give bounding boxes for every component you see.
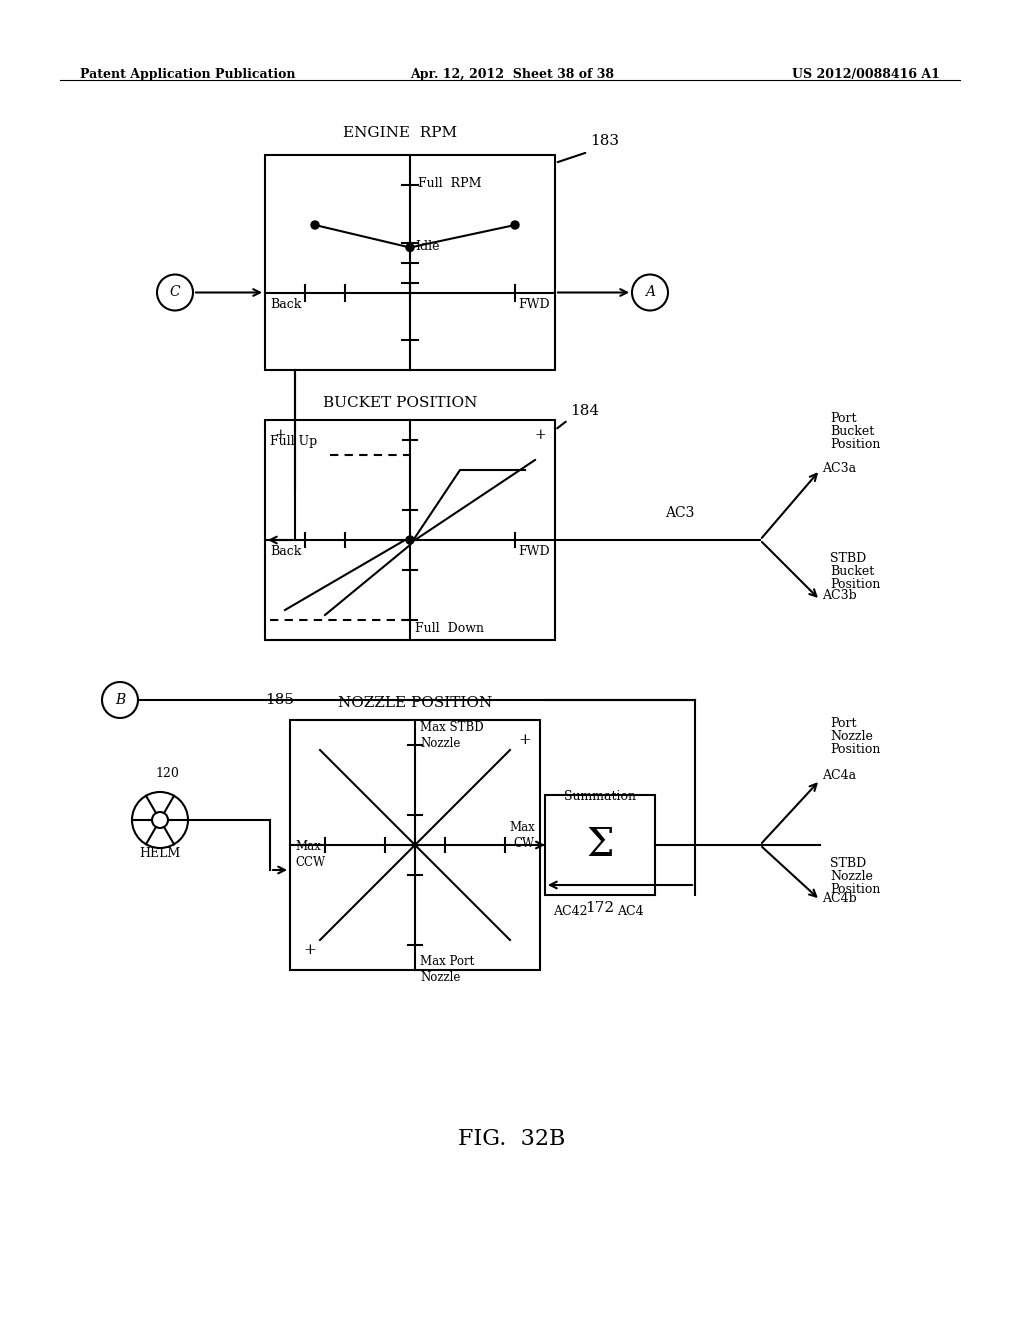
Text: Nozzle: Nozzle <box>830 870 872 883</box>
Text: A: A <box>645 285 655 300</box>
Text: AC3a: AC3a <box>822 462 856 475</box>
Text: FIG.  32B: FIG. 32B <box>459 1129 565 1150</box>
Text: Idle: Idle <box>415 239 439 252</box>
Text: 184: 184 <box>570 404 599 418</box>
Text: AC3b: AC3b <box>822 589 857 602</box>
Text: +: + <box>535 428 546 442</box>
Text: Bucket: Bucket <box>830 565 874 578</box>
Text: Summation: Summation <box>564 789 636 803</box>
Text: Max
CW: Max CW <box>509 821 535 850</box>
Text: 120: 120 <box>155 767 179 780</box>
Text: STBD: STBD <box>830 552 866 565</box>
Text: Apr. 12, 2012  Sheet 38 of 38: Apr. 12, 2012 Sheet 38 of 38 <box>410 69 614 81</box>
Text: NOZZLE POSITION: NOZZLE POSITION <box>338 696 493 710</box>
Text: Nozzle: Nozzle <box>830 730 872 743</box>
Text: 185: 185 <box>265 693 294 708</box>
Text: 183: 183 <box>590 135 618 148</box>
Circle shape <box>406 243 414 252</box>
Text: AC4b: AC4b <box>822 892 857 906</box>
Text: Position: Position <box>830 578 881 591</box>
Text: +: + <box>274 428 286 442</box>
Text: Full  RPM: Full RPM <box>418 177 481 190</box>
Text: HELM: HELM <box>139 847 180 861</box>
Text: FWD: FWD <box>518 297 550 310</box>
Bar <box>265 154 555 370</box>
Bar <box>265 420 555 640</box>
Text: Full Up: Full Up <box>270 436 317 447</box>
Text: AC4a: AC4a <box>822 770 856 781</box>
Text: FWD: FWD <box>518 545 550 558</box>
Text: US 2012/0088416 A1: US 2012/0088416 A1 <box>793 69 940 81</box>
Text: BUCKET POSITION: BUCKET POSITION <box>323 396 477 411</box>
Text: Position: Position <box>830 883 881 896</box>
Text: Patent Application Publication: Patent Application Publication <box>80 69 296 81</box>
Text: STBD: STBD <box>830 857 866 870</box>
Text: Port: Port <box>830 717 856 730</box>
Text: Bucket: Bucket <box>830 425 874 438</box>
Text: Max STBD
Nozzle: Max STBD Nozzle <box>420 721 483 750</box>
Text: Back: Back <box>270 297 301 310</box>
Text: AC3: AC3 <box>666 506 694 520</box>
Text: AC4: AC4 <box>616 906 643 917</box>
Text: Position: Position <box>830 438 881 451</box>
Text: Port: Port <box>830 412 856 425</box>
Text: B: B <box>115 693 125 708</box>
Circle shape <box>511 220 519 228</box>
Text: 172: 172 <box>586 902 614 915</box>
Text: AC42: AC42 <box>553 906 587 917</box>
Bar <box>290 719 540 970</box>
Text: +: + <box>304 942 316 957</box>
Text: Position: Position <box>830 743 881 756</box>
Text: +: + <box>518 733 531 747</box>
Circle shape <box>406 536 414 544</box>
Text: Max Port
Nozzle: Max Port Nozzle <box>420 954 474 983</box>
Text: Back: Back <box>270 545 301 558</box>
Circle shape <box>311 220 319 228</box>
Text: C: C <box>170 285 180 300</box>
Bar <box>545 795 655 895</box>
Text: ENGINE  RPM: ENGINE RPM <box>343 125 457 140</box>
Text: Full  Down: Full Down <box>415 622 484 635</box>
Text: Σ: Σ <box>587 826 613 863</box>
Text: Max
CCW: Max CCW <box>295 840 326 869</box>
